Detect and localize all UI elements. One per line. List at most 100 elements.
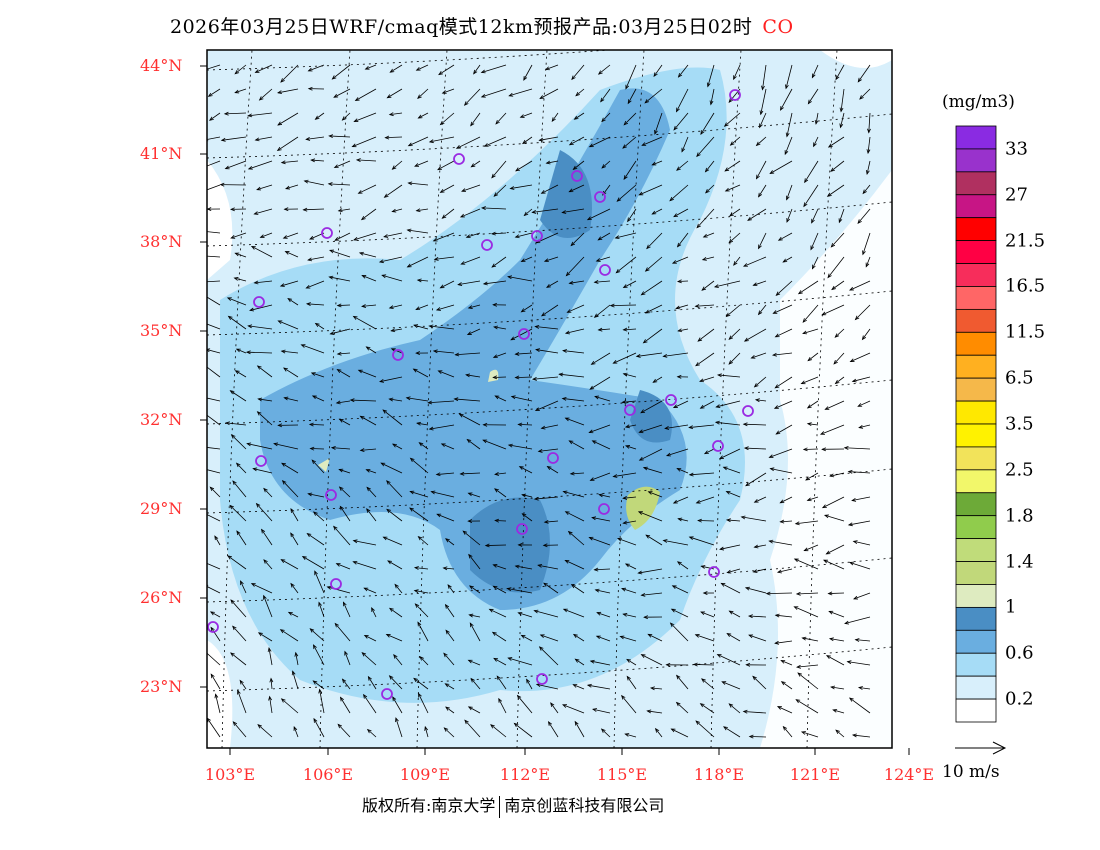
wind-arrow — [844, 447, 871, 450]
wind-arrow — [460, 208, 481, 218]
wind-arrowhead — [819, 431, 825, 435]
wind-arrow — [225, 160, 247, 170]
wind-arrowhead — [561, 210, 567, 214]
colorbar-label: 0.6 — [1005, 642, 1034, 664]
wind-arrow — [277, 88, 299, 94]
wind-arrow — [418, 693, 429, 714]
wind-arrow — [782, 256, 793, 263]
wind-arrowhead — [724, 187, 730, 192]
wind-arrowhead — [702, 233, 708, 238]
wind-arrowhead — [276, 146, 282, 152]
wind-arrowhead — [468, 585, 474, 590]
wind-arrowhead — [715, 404, 721, 408]
wind-arrow — [207, 366, 221, 378]
wind-arrowhead — [821, 311, 827, 316]
wind-arrow — [567, 304, 585, 313]
wind-arrowhead — [857, 77, 862, 83]
wind-arrow — [301, 344, 325, 354]
wind-arrowhead — [329, 249, 335, 254]
wind-arrow — [755, 399, 767, 402]
latitude-label: 44°N — [140, 56, 183, 75]
wind-arrowhead — [335, 400, 341, 405]
wind-arrow — [543, 582, 559, 594]
wind-arrow — [623, 160, 637, 180]
wind-arrowhead — [597, 236, 603, 241]
wind-arrow — [515, 160, 533, 172]
wind-arrowhead — [644, 309, 650, 314]
wind-arrowhead — [464, 719, 469, 725]
wind-arrowhead — [417, 535, 423, 541]
wind-arrow — [640, 400, 663, 414]
wind-arrowhead — [726, 633, 732, 637]
wind-arrowhead — [311, 459, 317, 465]
wind-arrowhead — [638, 429, 644, 434]
wind-arrowhead — [568, 440, 574, 445]
wind-arrowhead — [510, 336, 516, 341]
wind-arrow — [227, 297, 247, 306]
wind-arrow — [625, 563, 637, 570]
wind-arrow — [754, 496, 767, 503]
wind-arrowhead — [361, 652, 367, 657]
wind-arrow — [728, 703, 741, 714]
wind-arrowhead — [523, 75, 528, 81]
wind-arrowhead — [761, 85, 765, 91]
wind-arrowhead — [395, 717, 399, 723]
wind-arrowhead — [307, 492, 313, 497]
wind-arrow — [285, 184, 299, 190]
wind-arrowhead — [327, 182, 333, 186]
wind-arrowhead — [649, 686, 655, 691]
wind-arrow — [518, 423, 533, 426]
wind-arrow — [808, 88, 819, 104]
wind-arrowhead — [565, 271, 571, 277]
site-marker-icon — [624, 404, 636, 416]
wind-arrowhead — [839, 107, 844, 113]
site-marker-icon — [708, 566, 720, 578]
wind-arrow — [523, 64, 533, 81]
wind-arrowhead — [831, 285, 836, 291]
wind-arrowhead — [468, 553, 473, 559]
wind-arrow — [493, 658, 507, 666]
wind-arrowhead — [230, 652, 235, 657]
copyright-left: 版权所有:南京大学 — [362, 796, 496, 815]
wind-arrowhead — [507, 275, 513, 280]
site-marker-icon — [571, 170, 583, 182]
wind-arrowhead — [747, 216, 752, 221]
wind-arrowhead — [394, 583, 399, 589]
wind-arrowhead — [670, 608, 676, 613]
wind-arrowhead — [280, 559, 286, 563]
wind-arrow — [392, 160, 403, 170]
wind-arrowhead — [857, 686, 863, 690]
wind-arrow — [413, 678, 429, 690]
wind-arrowhead — [784, 150, 789, 156]
wind-arrowhead — [598, 493, 604, 498]
wind-arrow — [495, 112, 507, 125]
wind-arrowhead — [539, 95, 545, 99]
wind-arrow — [230, 599, 247, 618]
wind-arrow — [575, 88, 585, 96]
wind-arrow — [436, 513, 455, 522]
wind-arrow — [329, 249, 351, 258]
wind-arrowhead — [335, 563, 341, 567]
wind-arrow — [673, 112, 689, 131]
wind-arrowhead — [830, 167, 835, 172]
colorbar-label: 1.4 — [1005, 551, 1034, 573]
wind-arrow — [440, 112, 455, 125]
wind-arrowhead — [827, 591, 833, 596]
wind-arrowhead — [435, 307, 441, 311]
wind-arrowhead — [705, 189, 710, 194]
wind-arrow — [491, 160, 507, 178]
wind-arrowhead — [703, 450, 709, 455]
wind-arrow — [589, 424, 611, 433]
wind-arrowhead — [247, 324, 253, 329]
wind-arrowhead — [673, 213, 679, 218]
wind-arrow — [255, 136, 273, 141]
wind-arrow — [795, 520, 819, 525]
wind-arrow — [707, 64, 715, 87]
wind-arrow — [643, 328, 663, 344]
wind-arrowhead — [546, 283, 551, 288]
site-marker-icon — [381, 688, 393, 700]
wind-arrow — [353, 232, 377, 241]
wind-arrowhead — [494, 518, 500, 523]
wind-arrow — [828, 136, 845, 148]
wind-arrowhead — [702, 591, 708, 595]
